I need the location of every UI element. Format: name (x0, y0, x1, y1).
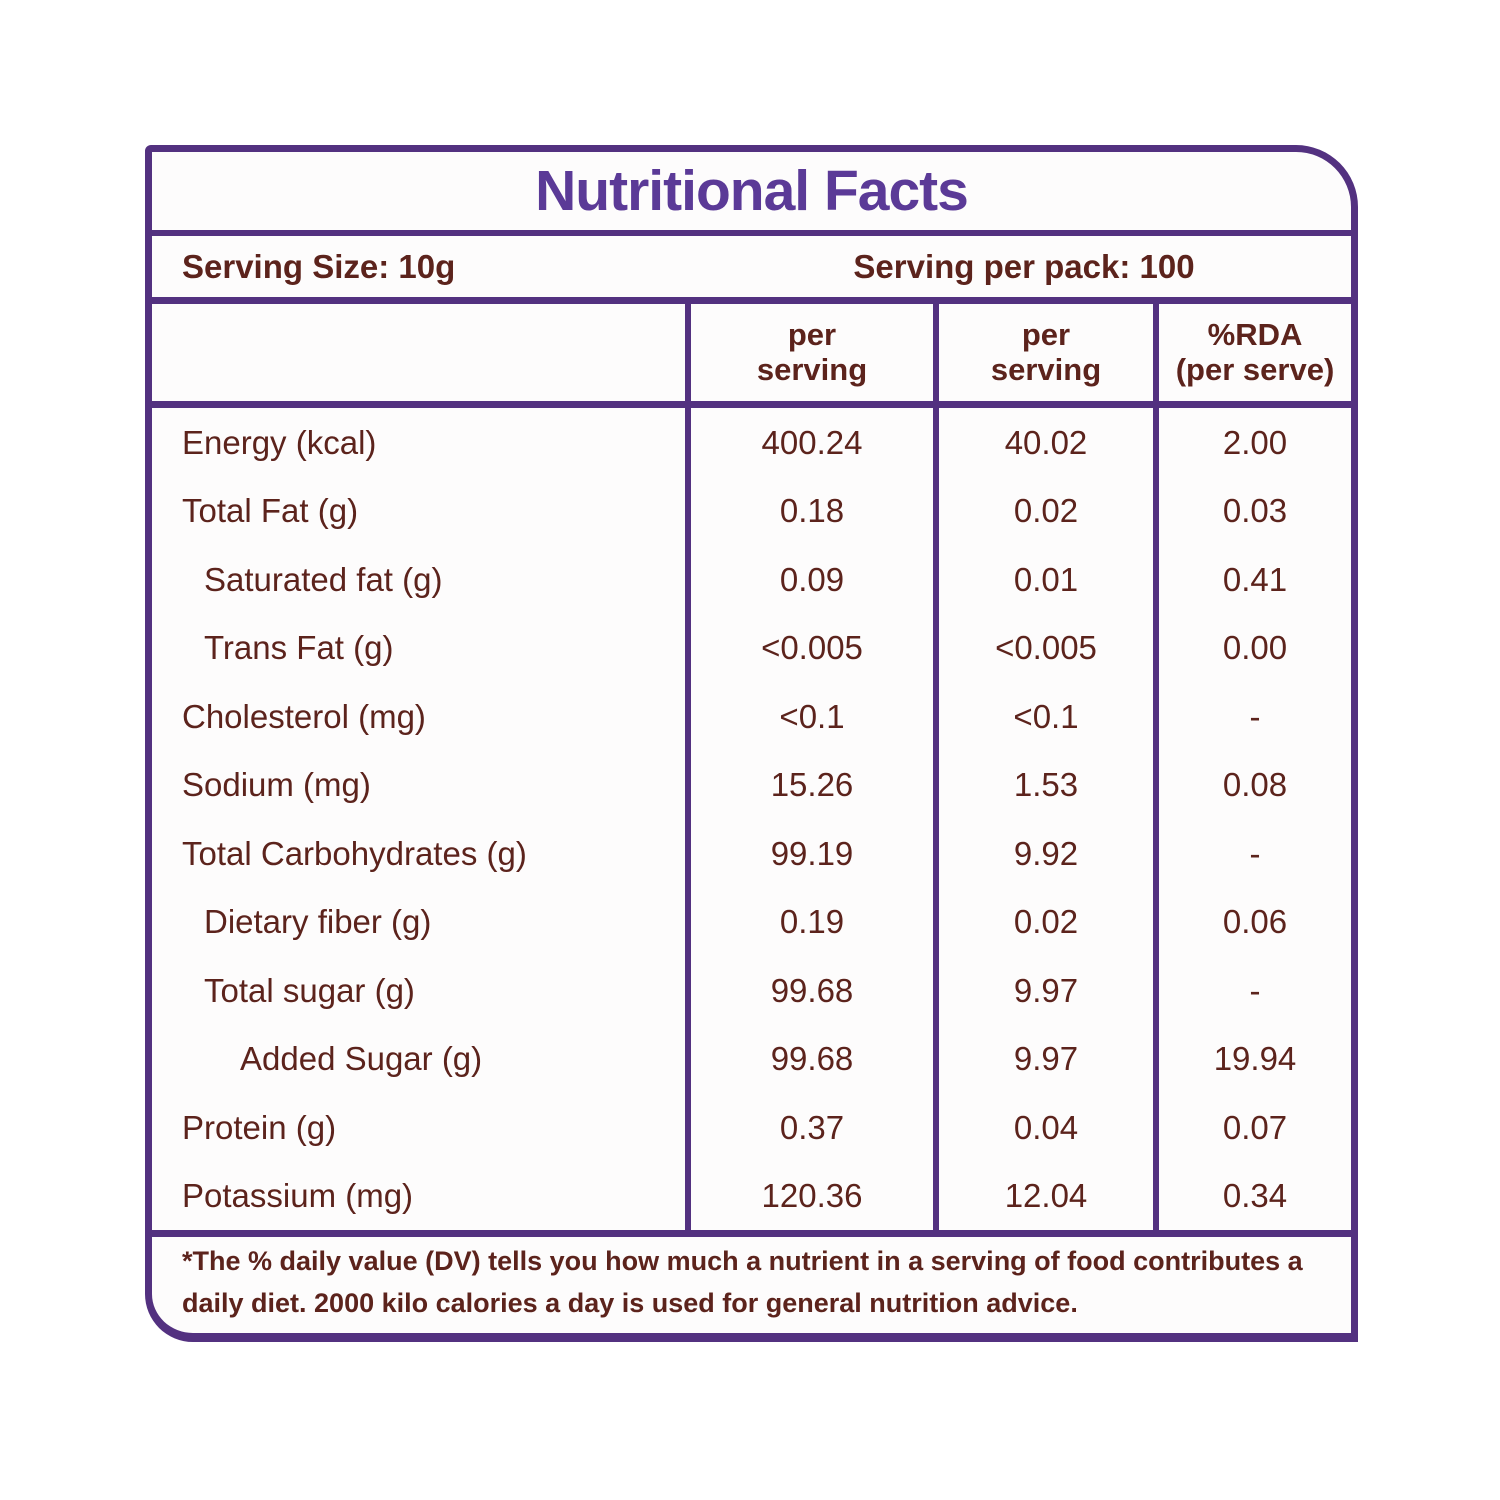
footer-band: *The % daily value (DV) tells you how mu… (152, 1237, 1351, 1333)
table-body: Energy (kcal) 400.24 40.02 2.00 Total Fat (g… (152, 408, 1351, 1238)
value-per-serving-2: 9.97 (933, 1024, 1153, 1094)
nutrient-label: Dietary fiber (g) (204, 903, 432, 941)
nutrient-label: Cholesterol (mg) (182, 697, 426, 735)
value-per-serving-1: 120.36 (685, 1161, 933, 1231)
serving-per-pack-label: Serving per pack: 100 (853, 247, 1195, 285)
footnote: *The % daily value (DV) tells you how mu… (182, 1246, 1303, 1319)
nutrient-label: Protein (g) (182, 1108, 337, 1146)
nutrient-label: Sodium (mg) (182, 766, 371, 804)
table-row: Total Carbohydrates (g) 99.19 9.92- (152, 819, 1351, 888)
nutrient-label: Added Sugar (g) (240, 1040, 483, 1078)
table-row: Cholesterol (mg) <0.1 <0.1- (152, 682, 1351, 751)
nutrient-label: Potassium (mg) (182, 1177, 414, 1215)
value-rda-per-serve: 0.08 (1153, 750, 1351, 820)
value-per-serving-1: 0.09 (685, 545, 933, 614)
nutrient-label: Saturated fat (g) (204, 560, 443, 598)
table-header-row: per serving per serving %RDA (per serve) (152, 304, 1351, 409)
nutrient-label: Total Carbohydrates (g) (182, 834, 527, 872)
table-row: Total Fat (g) 0.18 0.02 0.03 (152, 476, 1351, 546)
serving-size-label: Serving Size: 10g (182, 247, 456, 285)
table-row: Trans Fat (g) <0.005 <0.005 0.00 (152, 613, 1351, 683)
value-per-serving-1: 0.19 (685, 887, 933, 957)
value-per-serving-1: 99.68 (685, 956, 933, 1025)
table-row: Sodium (mg) 15.26 1.53 0.08 (152, 750, 1351, 820)
value-per-serving-2: <0.005 (933, 613, 1153, 683)
value-rda-per-serve: 0.41 (1153, 545, 1351, 614)
value-per-serving-2: 12.04 (933, 1161, 1153, 1231)
table-row: Added Sugar (g) 99.68 9.97 19.94 (152, 1024, 1351, 1094)
value-per-serving-2: 0.02 (933, 476, 1153, 546)
nutrient-label: Total sugar (g) (204, 971, 415, 1009)
title-band: Nutritional Facts (152, 152, 1351, 237)
value-per-serving-2: 40.02 (933, 408, 1153, 477)
value-per-serving-2: 0.01 (933, 545, 1153, 614)
nutrient-label: Energy (kcal) (182, 423, 377, 461)
value-rda-per-serve: 0.00 (1153, 613, 1351, 683)
header-cell-rda: %RDA (per serve) (1153, 304, 1351, 402)
value-rda-per-serve: 2.00 (1153, 408, 1351, 477)
table-row: Saturated fat (g) 0.09 0.01 0.41 (152, 545, 1351, 614)
header-cell-per-serving-2: per serving (933, 304, 1153, 402)
value-rda-per-serve: - (1153, 682, 1351, 751)
table-row: Energy (kcal) 400.24 40.02 2.00 (152, 408, 1351, 477)
value-rda-per-serve: 0.07 (1153, 1093, 1351, 1162)
nutrient-label: Total Fat (g) (182, 492, 359, 530)
table-row: Protein (g) 0.37 0.04 0.07 (152, 1093, 1351, 1162)
header-cell-per-serving-1: per serving (685, 304, 933, 402)
value-per-serving-1: 99.19 (685, 819, 933, 888)
value-rda-per-serve: - (1153, 956, 1351, 1025)
value-per-serving-2: 9.92 (933, 819, 1153, 888)
table-row: Dietary fiber (g) 0.19 0.02 0.06 (152, 887, 1351, 957)
value-per-serving-1: 0.37 (685, 1093, 933, 1162)
value-per-serving-1: <0.005 (685, 613, 933, 683)
header-cell-empty (152, 304, 685, 401)
value-per-serving-2: 0.02 (933, 887, 1153, 957)
table-row: Total sugar (g) 99.68 9.97- (152, 956, 1351, 1025)
value-per-serving-2: 1.53 (933, 750, 1153, 820)
value-per-serving-1: <0.1 (685, 682, 933, 751)
value-per-serving-2: 0.04 (933, 1093, 1153, 1162)
value-rda-per-serve: 0.03 (1153, 476, 1351, 546)
value-rda-per-serve: 19.94 (1153, 1024, 1351, 1094)
value-rda-per-serve: 0.06 (1153, 887, 1351, 957)
value-rda-per-serve: 0.34 (1153, 1161, 1351, 1231)
nutrient-label: Trans Fat (g) (204, 629, 394, 667)
page-title: Nutritional Facts (535, 159, 969, 224)
value-per-serving-1: 15.26 (685, 750, 933, 820)
value-per-serving-2: <0.1 (933, 682, 1153, 751)
value-per-serving-1: 99.68 (685, 1024, 933, 1094)
serving-band: Serving Size: 10g Serving per pack: 100 (152, 236, 1351, 304)
value-rda-per-serve: - (1153, 819, 1351, 888)
value-per-serving-2: 9.97 (933, 956, 1153, 1025)
nutrition-facts-card: Nutritional Facts Serving Size: 10g Serv… (145, 145, 1358, 1342)
table-row: Potassium (mg) 120.36 12.04 0.34 (152, 1161, 1351, 1231)
value-per-serving-1: 0.18 (685, 476, 933, 546)
value-per-serving-1: 400.24 (685, 408, 933, 477)
